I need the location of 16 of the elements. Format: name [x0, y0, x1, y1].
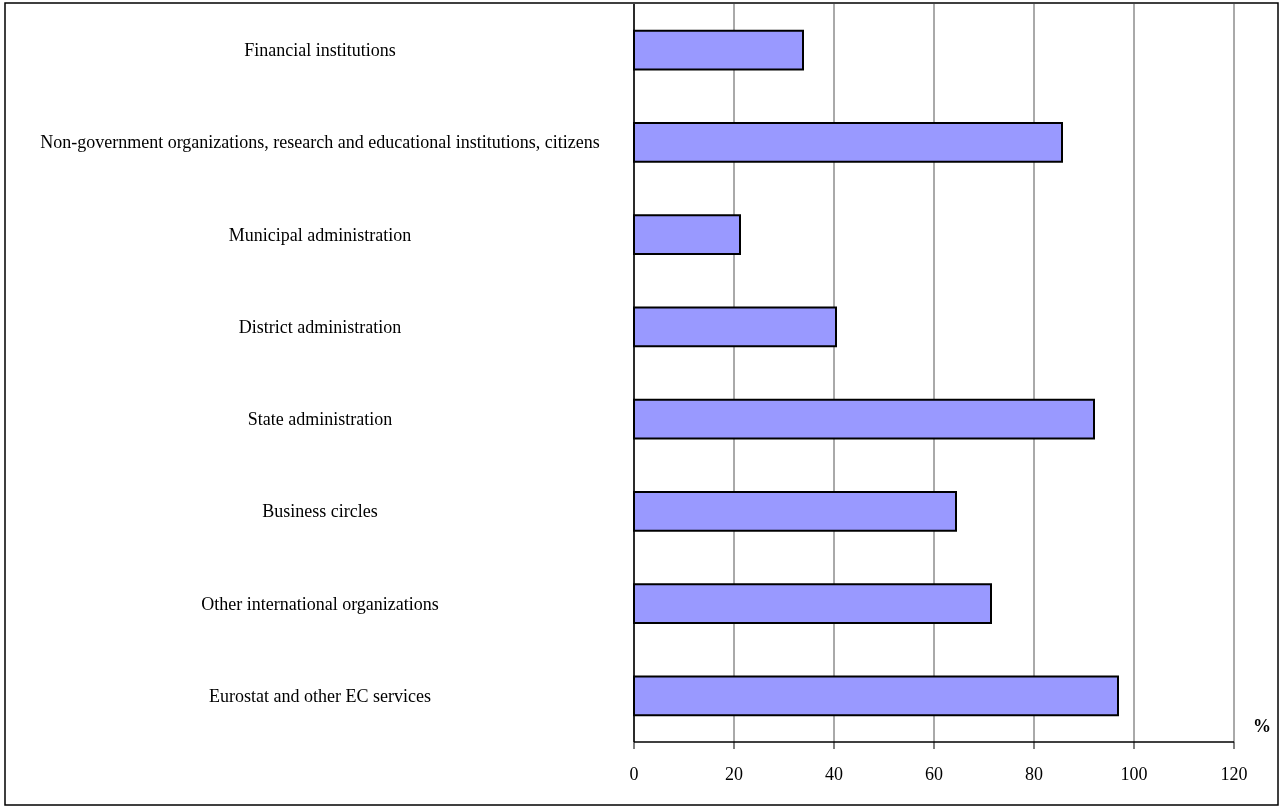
y-tick-label: Business circles: [262, 501, 378, 522]
y-tick-label: Other international organizations: [201, 593, 439, 614]
y-tick-label: Eurostat and other EC services: [209, 685, 431, 706]
x-tick-label: 60: [925, 764, 943, 784]
x-tick-label: 100: [1120, 764, 1148, 784]
x-tick-label: 80: [1025, 764, 1043, 784]
y-tick-label: Financial institutions: [244, 40, 396, 61]
y-tick-label: District administration: [238, 316, 402, 337]
y-tick-label: Non-government organizations, research and educational institutions, citizens: [40, 132, 600, 153]
x-tick-label: 0: [629, 764, 639, 784]
x-tick-label: 40: [825, 764, 843, 784]
x-axis-title: %: [1253, 716, 1271, 736]
y-tick-label: State administration: [247, 409, 393, 430]
y-tick-label: Municipal administration: [228, 224, 412, 245]
x-tick-label: 20: [725, 764, 743, 784]
x-tick-label: 120: [1220, 764, 1248, 784]
